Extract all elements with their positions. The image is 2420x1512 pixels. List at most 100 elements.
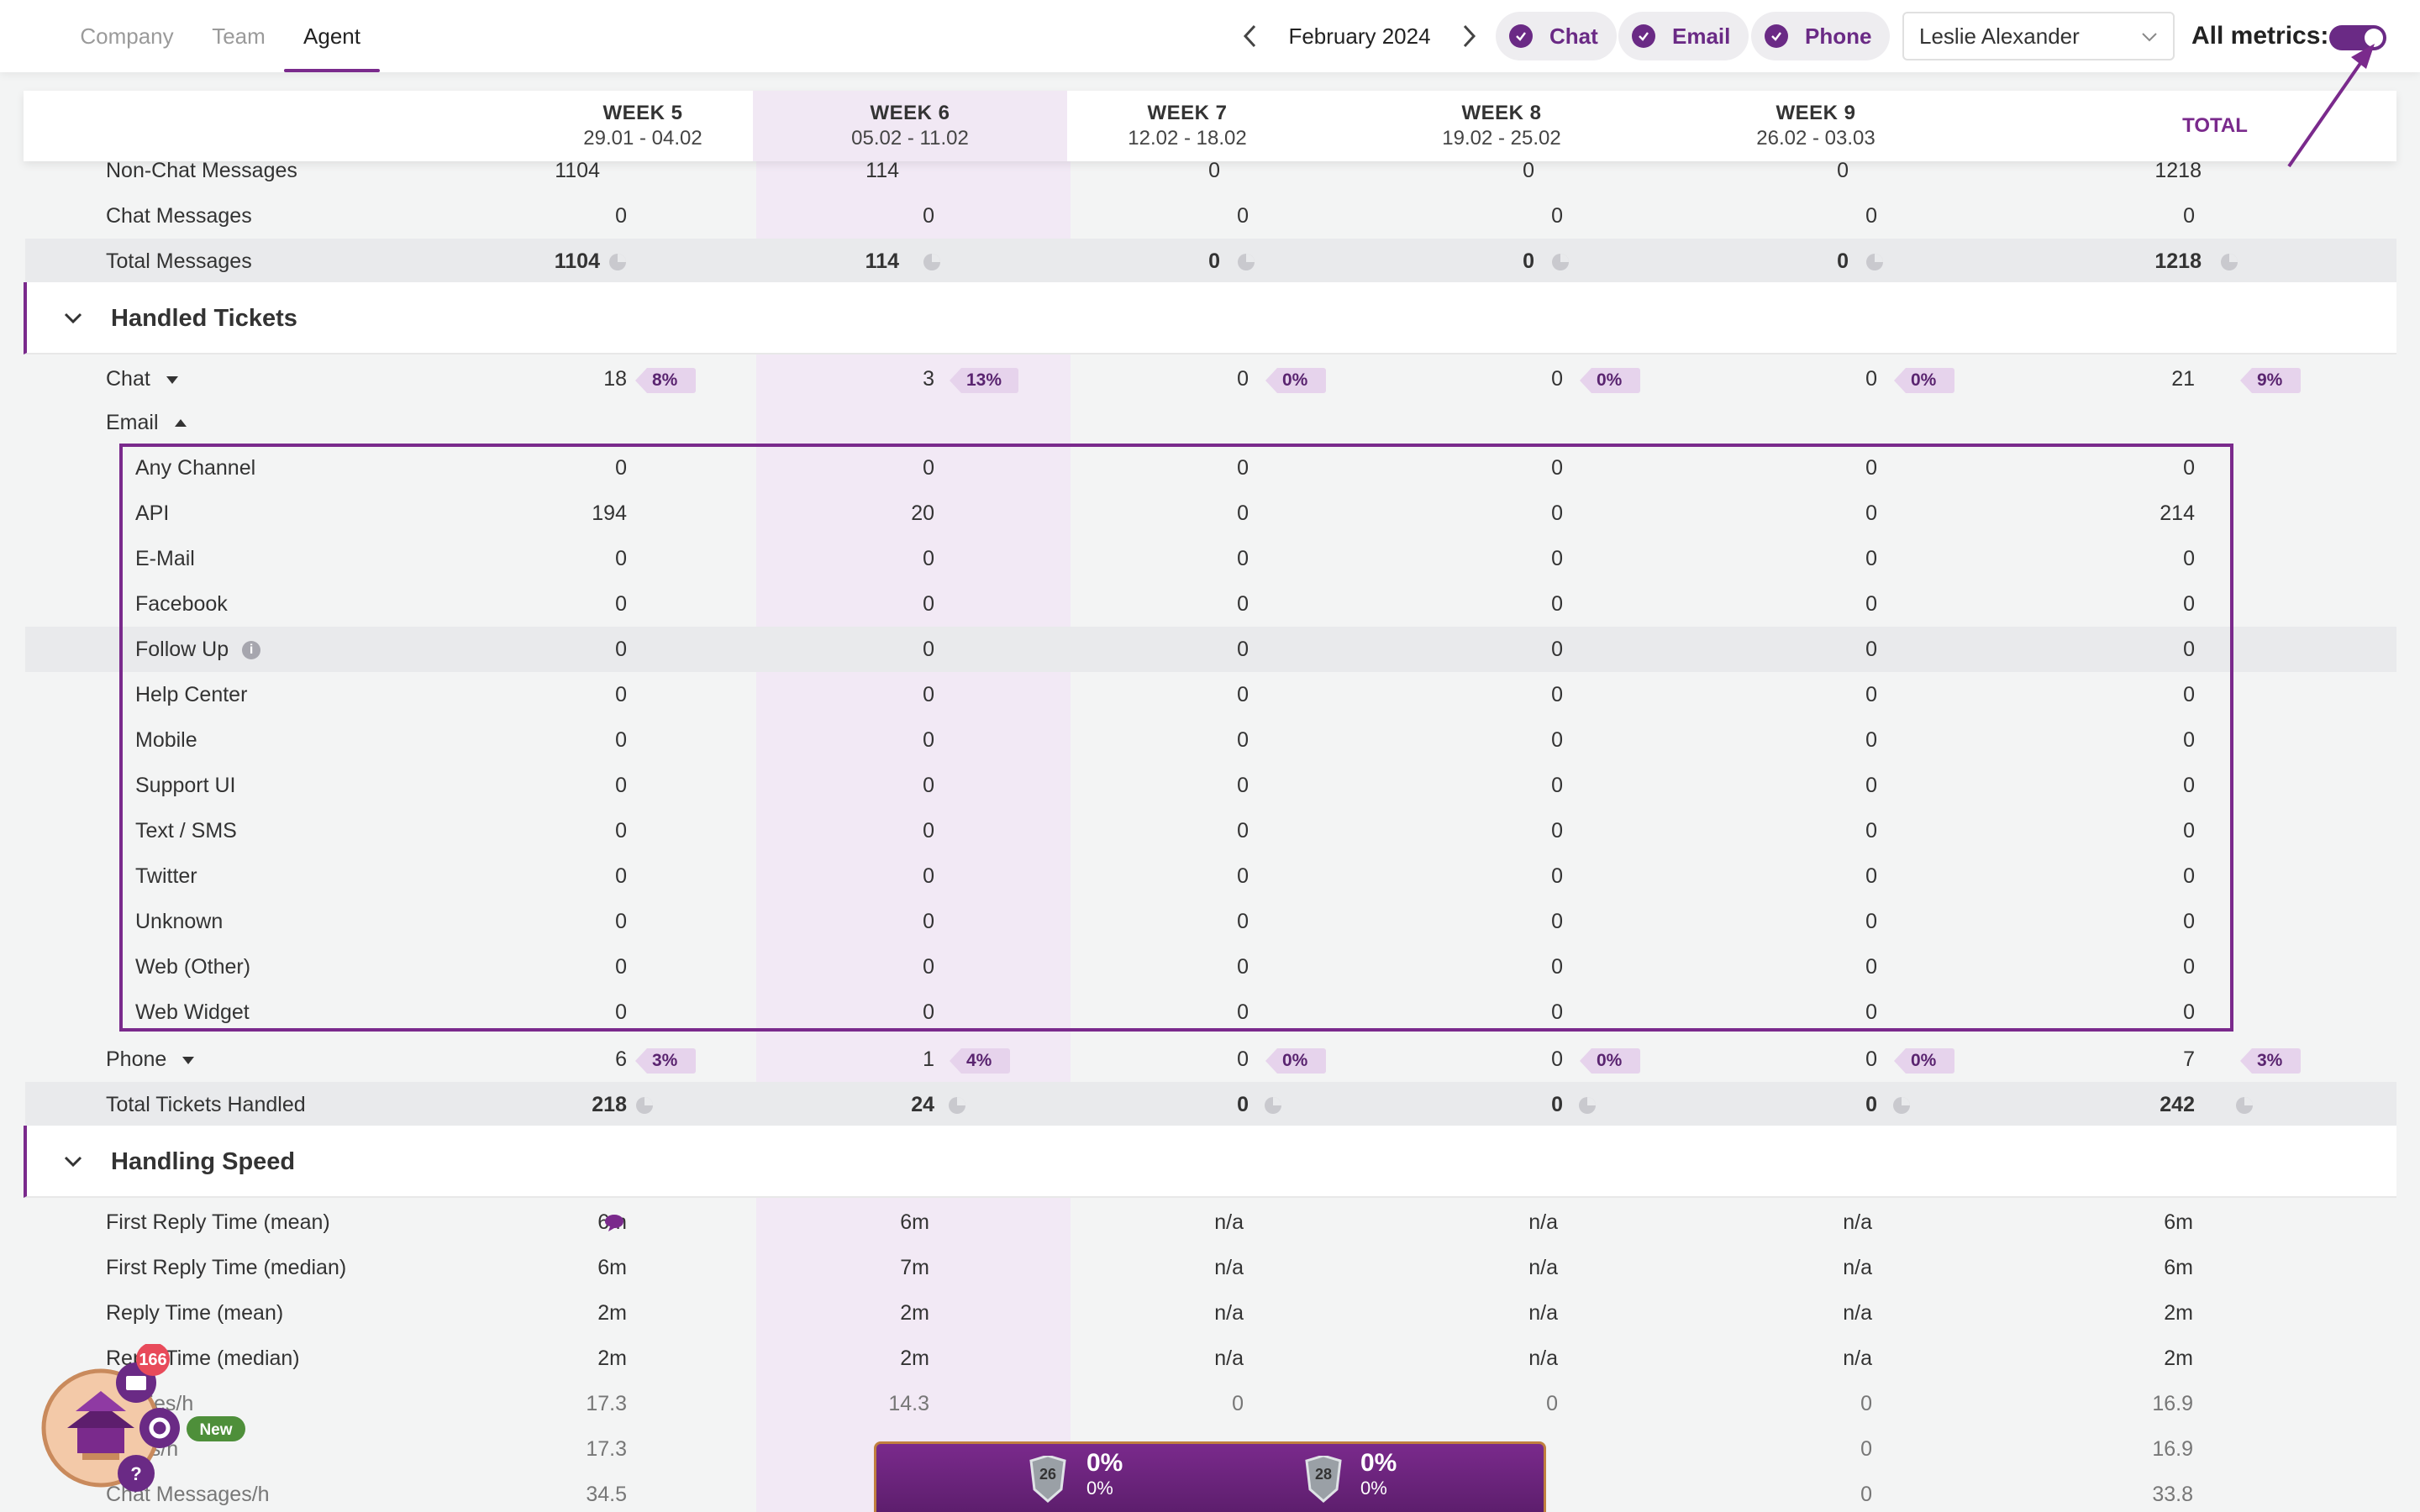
cell-value: 0 xyxy=(1237,1093,1249,1116)
pie-chart-icon[interactable] xyxy=(2220,253,2238,271)
info-icon[interactable]: i xyxy=(242,641,261,660)
cell-value: 0 xyxy=(1865,547,1877,570)
cell-value: 21 xyxy=(2171,367,2195,391)
cell-value: 0 xyxy=(1551,456,1563,480)
cell-value: 18 xyxy=(603,367,627,391)
progress-sub: 0% xyxy=(1086,1478,1113,1499)
table-row: Reply Time (median) 2m 2m n/a n/a n/a 2m xyxy=(25,1336,2396,1381)
temple-icon xyxy=(67,1391,134,1460)
row-label: Help Center xyxy=(135,672,247,717)
cell-value: 0 xyxy=(1837,159,1849,182)
cell-value: 0 xyxy=(923,456,934,480)
gamification-widget[interactable]: 166 New ? xyxy=(34,1344,286,1512)
progress-bar-panel[interactable]: 26 0% 0% 28 0% 0% xyxy=(874,1441,1546,1512)
caret-down-icon[interactable] xyxy=(166,375,179,385)
filter-email-chip[interactable]: Email xyxy=(1618,12,1749,60)
filter-phone-chip[interactable]: Phone xyxy=(1751,12,1891,60)
new-badge-label: New xyxy=(199,1421,232,1439)
cell-value: n/a xyxy=(1528,1301,1558,1325)
pie-chart-icon[interactable] xyxy=(1551,253,1570,271)
filter-chat-chip[interactable]: Chat xyxy=(1496,12,1617,60)
percent-tag: 0% xyxy=(1265,1048,1326,1074)
cell-value: 17.3 xyxy=(586,1392,627,1415)
section-handled-tickets[interactable]: Handled Tickets xyxy=(24,282,2396,354)
row-label[interactable]: Email xyxy=(106,400,187,445)
filter-chat-label: Chat xyxy=(1549,23,1598,49)
row-label: Follow Up i xyxy=(135,627,261,672)
pie-chart-icon[interactable] xyxy=(2235,1096,2254,1115)
level-number: 28 xyxy=(1315,1466,1333,1483)
tab-team[interactable]: Team xyxy=(212,24,266,49)
cell-value: 0 xyxy=(1237,204,1249,228)
week-dates: 12.02 - 18.02 xyxy=(1128,127,1247,150)
cell-value: 0 xyxy=(615,592,627,616)
cell-value: 33.8 xyxy=(2152,1483,2193,1506)
help-button[interactable] xyxy=(118,1455,155,1492)
table-row: Unknown 0 0 0 0 0 0 xyxy=(25,899,2396,944)
pie-chart-icon[interactable] xyxy=(1865,253,1884,271)
pie-chart-icon[interactable] xyxy=(635,1096,654,1115)
row-label: First Reply Time (mean) xyxy=(106,1210,330,1234)
table-row: E-Mail 0 0 0 0 0 0 xyxy=(25,536,2396,581)
cell-value: 0 xyxy=(923,728,934,752)
section-title: Handled Tickets xyxy=(111,305,297,332)
cell-value: 0 xyxy=(1551,204,1563,228)
cell-value: 0 xyxy=(923,1000,934,1024)
cell-value: 1104 xyxy=(555,159,600,182)
cell-value: 0 xyxy=(2183,819,2195,843)
cell-value: 0 xyxy=(1860,1437,1872,1461)
tab-agent[interactable]: Agent xyxy=(284,0,380,72)
cell-value: 0 xyxy=(923,638,934,661)
pie-chart-icon[interactable] xyxy=(1578,1096,1597,1115)
comment-icon[interactable] xyxy=(603,1213,625,1233)
row-label-text: E-Mail xyxy=(135,547,195,570)
pie-chart-icon[interactable] xyxy=(1892,1096,1911,1115)
cell-value: 0 xyxy=(923,683,934,706)
cell-value: 0 xyxy=(1865,1047,1877,1071)
cell-value: 0 xyxy=(1237,456,1249,480)
cell-value: 0 xyxy=(1237,683,1249,706)
tab-company[interactable]: Company xyxy=(80,24,174,49)
caret-up-icon[interactable] xyxy=(174,418,187,428)
cell-value: 0 xyxy=(1551,547,1563,570)
cell-value: 0 xyxy=(1551,1093,1563,1116)
cell-value: 2m xyxy=(2164,1301,2193,1325)
section-handling-speed[interactable]: Handling Speed xyxy=(24,1126,2396,1198)
row-label: Mobile xyxy=(135,717,197,763)
percent-tag: 0% xyxy=(1265,368,1326,393)
row-label-text: Support UI xyxy=(135,774,236,797)
row-label-text: Web (Other) xyxy=(135,955,251,979)
row-label[interactable]: Chat xyxy=(106,356,179,402)
table-row: Follow Up i 0 0 0 0 0 0 xyxy=(25,627,2396,672)
next-month-button[interactable] xyxy=(1454,20,1486,52)
prev-month-button[interactable] xyxy=(1234,20,1265,52)
all-metrics-toggle[interactable] xyxy=(2329,25,2386,50)
cell-value: 0 xyxy=(1551,367,1563,391)
cell-value: 0 xyxy=(2183,683,2195,706)
caret-down-icon[interactable] xyxy=(182,1055,195,1065)
pie-chart-icon[interactable] xyxy=(608,253,627,271)
cell-value: 218 xyxy=(592,1093,627,1116)
chevron-down-icon[interactable] xyxy=(62,307,84,329)
badge-count: 166 xyxy=(139,1351,166,1369)
pie-chart-icon[interactable] xyxy=(923,253,941,271)
pie-chart-icon[interactable] xyxy=(1264,1096,1282,1115)
row-label[interactable]: Phone xyxy=(106,1037,195,1082)
cell-value: 0 xyxy=(615,819,627,843)
row-label: Twitter xyxy=(135,853,197,899)
settings-button[interactable] xyxy=(139,1408,180,1448)
trophy-shield-icon xyxy=(1029,1456,1066,1503)
cell-value: 0 xyxy=(1865,638,1877,661)
section-title: Handling Speed xyxy=(111,1148,296,1175)
row-label: Support UI xyxy=(135,763,236,808)
pie-chart-icon[interactable] xyxy=(948,1096,966,1115)
cell-value: n/a xyxy=(1843,1210,1872,1234)
pie-chart-icon[interactable] xyxy=(1237,253,1255,271)
percent-tag: 3% xyxy=(635,1048,696,1074)
agent-select[interactable]: Leslie Alexander xyxy=(1902,12,2175,60)
cell-value: 0 xyxy=(1865,367,1877,391)
table-row: Twitter 0 0 0 0 0 0 xyxy=(25,853,2396,899)
chevron-down-icon[interactable] xyxy=(62,1151,84,1173)
week-name: WEEK 6 xyxy=(870,102,950,124)
cell-value: 0 xyxy=(2183,955,2195,979)
